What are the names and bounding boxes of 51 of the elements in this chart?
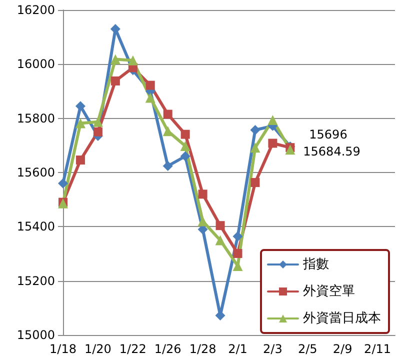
- point: [163, 110, 172, 119]
- point: [110, 54, 120, 64]
- point: [250, 142, 260, 153]
- point: [93, 127, 102, 136]
- point: [162, 126, 173, 136]
- data-label: 15684.59: [303, 144, 360, 159]
- point: [268, 138, 278, 148]
- x-tick-label: 1/26: [154, 342, 182, 356]
- x-tick-label: 2/5: [298, 342, 318, 356]
- point: [146, 80, 155, 90]
- x-tick-label: 2/1: [228, 342, 248, 356]
- y-tick-label: 15800: [16, 111, 55, 126]
- legend-label: 外資當日成本: [303, 311, 381, 326]
- point: [215, 235, 226, 246]
- legend-label: 指數: [302, 257, 329, 272]
- point: [285, 144, 296, 155]
- x-tick-label: 1/28: [189, 342, 216, 356]
- x-tick-label: 2/3: [263, 342, 282, 356]
- data-label: 15696: [309, 128, 348, 142]
- point: [180, 140, 190, 151]
- point: [162, 161, 173, 171]
- point: [250, 178, 260, 188]
- legend-label: 外資空單: [303, 284, 355, 299]
- point: [76, 156, 85, 165]
- x-tick-label: 2/9: [332, 342, 352, 356]
- point: [75, 118, 86, 128]
- point: [145, 92, 156, 103]
- x-tick-label: 1/22: [119, 342, 146, 356]
- point: [216, 221, 225, 230]
- point: [233, 248, 242, 258]
- x-tick-label: 1/18: [50, 342, 76, 356]
- y-tick-label: 15600: [16, 166, 55, 180]
- y-tick-label: 15200: [16, 274, 55, 288]
- x-tick-label: 1/20: [84, 342, 112, 356]
- point: [75, 101, 86, 112]
- y-tick-label: 16200: [16, 3, 55, 17]
- y-tick-label: 15400: [16, 220, 55, 234]
- point: [58, 178, 68, 188]
- point: [92, 116, 103, 127]
- point: [198, 216, 208, 226]
- x-tick-label: 2/11: [364, 342, 392, 356]
- point: [128, 55, 138, 66]
- point: [198, 190, 208, 199]
- point: [180, 130, 190, 139]
- point: [268, 114, 278, 125]
- point: [180, 151, 190, 162]
- y-tick-label: 15000: [16, 328, 55, 342]
- point: [110, 76, 120, 86]
- y-tick-label: 16000: [16, 57, 55, 72]
- point: [250, 124, 260, 135]
- point: [232, 231, 243, 242]
